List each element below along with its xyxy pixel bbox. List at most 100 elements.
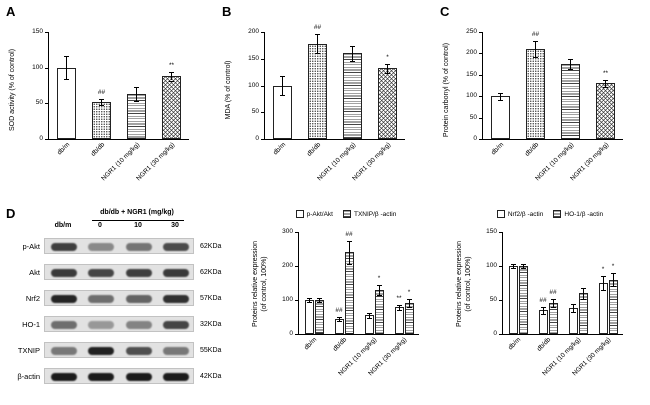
legend-item-ho1-actin: HO-1/β -actin	[553, 210, 603, 218]
kda-label: 42KDa	[200, 373, 222, 380]
blot-band	[163, 373, 190, 381]
legend-label: p-Akt/Akt	[306, 210, 333, 218]
y-tick-mark	[479, 53, 483, 55]
error-bar-cap	[315, 53, 320, 55]
error-bar	[317, 34, 318, 54]
y-tick-mark	[479, 117, 483, 119]
panel-a-chart: 0 50 100 150 ## ** db/m db/db NGR1 (10 mg/kg) NGR…	[32, 28, 189, 182]
bar	[596, 83, 615, 139]
error-bar-cap	[540, 313, 546, 315]
error-bar-cap	[306, 298, 312, 300]
y-tick-mark	[45, 32, 49, 33]
x-tick-label: db/m	[271, 141, 287, 157]
blot-header-treatment: db/db + NGR1 (mg/kg)	[100, 209, 174, 216]
y-tick-label: 0	[289, 330, 293, 337]
y-tick-mark	[295, 232, 299, 233]
y-tick-mark	[499, 266, 503, 267]
y-tick-mark	[479, 139, 483, 140]
error-bar-cap	[64, 79, 69, 81]
error-bar-cap	[540, 306, 546, 308]
blot-row-label: Akt	[29, 268, 40, 277]
error-bar-cap	[600, 276, 606, 278]
error-bar	[602, 276, 604, 290]
blot-band	[125, 347, 152, 355]
y-tick-mark	[261, 58, 265, 60]
error-bar-cap	[376, 294, 382, 296]
y-tick-mark	[479, 96, 483, 98]
blot-row-label: β-actin	[17, 372, 40, 381]
blot-band	[125, 321, 152, 329]
blot-row-label: p-Akt	[22, 242, 40, 251]
panel-b-chart: 0 50 100 150 200 ## * db/m db/db NGR1 (10 mg/kg) N…	[248, 25, 405, 182]
y-tick-label: 50	[489, 296, 497, 303]
y-tick-label: 150	[248, 54, 259, 62]
error-bar-cap	[498, 92, 503, 94]
panel-b-label: B	[222, 4, 232, 19]
error-bar-cap	[315, 34, 320, 36]
x-tick-label: db/db	[305, 141, 322, 158]
panel-d-chart-right: Nrf2/β -actin HO-1/β -actin Proteins rel…	[450, 206, 650, 404]
blot-band	[125, 243, 152, 251]
y-tick-label: 50	[469, 113, 477, 121]
blot-band	[50, 347, 77, 355]
x-tick-label: NGR1 (30 mg/kg)	[367, 336, 409, 378]
legend-swatch-hatched-icon	[342, 210, 351, 218]
blot-band	[50, 373, 77, 381]
error-bar	[398, 304, 400, 311]
legend-item-nrf2-actin: Nrf2/β -actin	[496, 210, 543, 218]
y-tick-mark	[45, 67, 49, 69]
error-bar-cap	[603, 86, 608, 88]
legend-item-txnip-actin: TXNIP/β -actin	[342, 210, 396, 218]
error-bar-cap	[610, 272, 616, 274]
y-tick-label: 0	[493, 330, 497, 337]
y-tick-mark	[295, 266, 299, 267]
error-bar-cap	[396, 304, 402, 306]
significance-marker: **	[168, 61, 175, 69]
error-bar-cap	[134, 101, 139, 103]
x-tick-label: NGR1 (10 mg/kg)	[533, 141, 575, 183]
error-bar-cap	[600, 289, 606, 291]
blot-band	[163, 269, 190, 277]
error-bar-cap	[580, 287, 586, 289]
y-tick-label: 200	[248, 28, 259, 35]
blot-band	[125, 373, 152, 381]
error-bar-cap	[280, 75, 285, 77]
error-bar	[535, 41, 536, 57]
blot-band	[163, 347, 190, 355]
bar	[127, 94, 146, 139]
kda-label: 57KDa	[200, 295, 222, 302]
blot-band	[50, 295, 77, 303]
kda-label: 55KDa	[200, 347, 222, 354]
blot-band	[88, 321, 115, 329]
bar	[561, 64, 580, 139]
bar	[518, 266, 528, 334]
y-tick-label: 100	[282, 296, 293, 303]
kda-label: 62KDa	[200, 243, 222, 250]
error-bar-cap	[280, 95, 285, 97]
x-tick-label: NGR1 (10 mg/kg)	[99, 141, 141, 183]
error-bar	[572, 304, 574, 313]
x-tick-label: db/m	[303, 336, 319, 352]
error-bar	[378, 284, 380, 295]
x-tick-label: db/m	[489, 141, 505, 157]
blot-band	[50, 321, 77, 329]
error-bar	[542, 306, 544, 314]
error-bar-cap	[406, 307, 412, 309]
bar	[314, 300, 324, 334]
y-tick-label: 0	[255, 135, 259, 142]
significance-marker: ##	[345, 230, 353, 238]
error-bar-cap	[570, 304, 576, 306]
error-bar-cap	[336, 320, 342, 322]
significance-marker: **	[602, 69, 609, 77]
y-tick-label: 200	[282, 262, 293, 269]
error-bar-cap	[336, 316, 342, 318]
y-tick-label: 50	[251, 108, 259, 116]
error-bar	[338, 316, 340, 321]
significance-marker: *	[377, 274, 381, 282]
y-tick-label: 150	[32, 28, 43, 35]
legend-swatch-solid-icon	[295, 210, 304, 218]
significance-marker: ##	[313, 24, 322, 32]
bar	[343, 53, 362, 139]
panel-c: C Protein carbonyl (% of control) 0 50 100…	[440, 4, 648, 202]
blot-band	[88, 269, 115, 277]
